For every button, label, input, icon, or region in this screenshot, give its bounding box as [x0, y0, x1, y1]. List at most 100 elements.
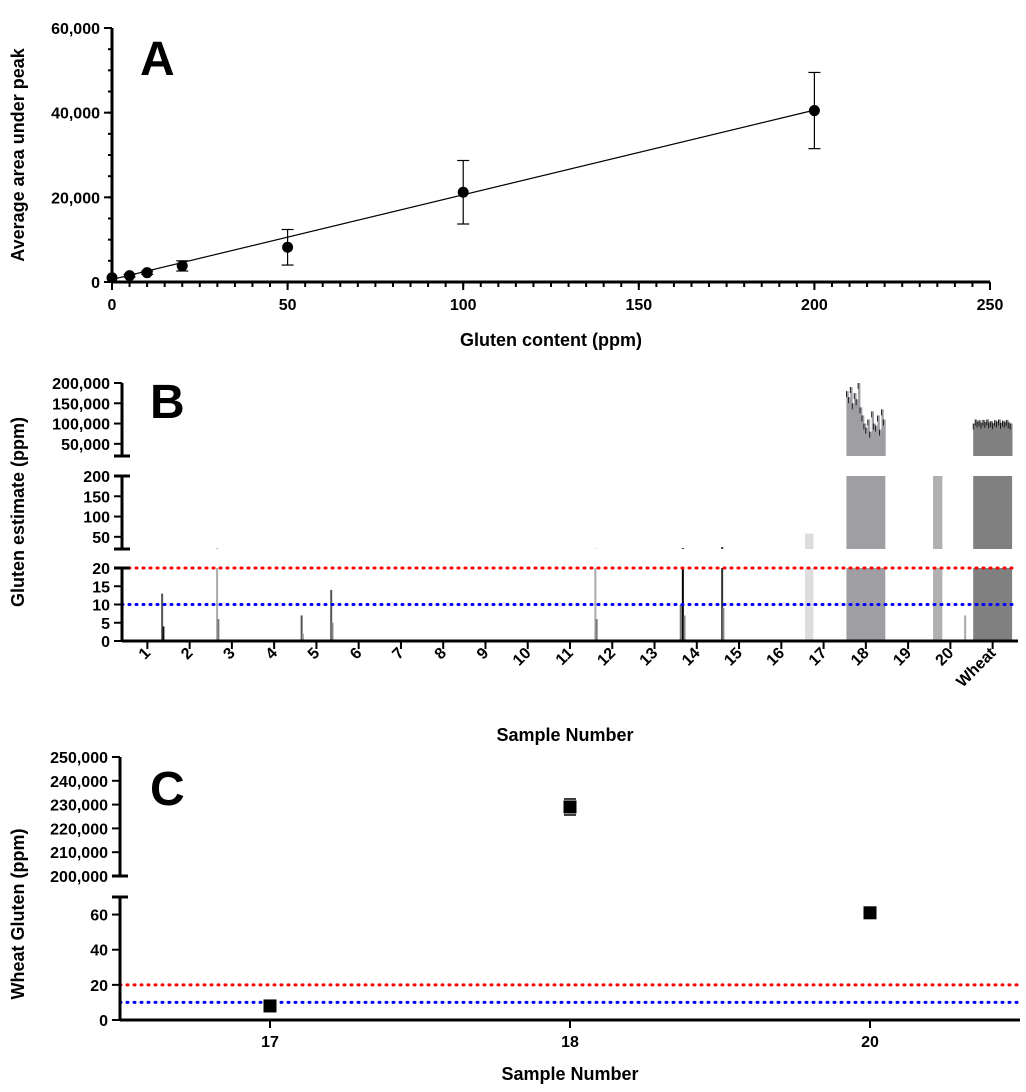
panel-b-bar-segment: [162, 626, 165, 641]
panel-c-point: [863, 906, 877, 920]
panel-b-bar-segment: [331, 622, 334, 641]
panel-b-x-tick-label: 8: [432, 645, 450, 663]
panel-b-x-tick-label: 16: [764, 645, 789, 670]
panel-b-bar-segment: [964, 615, 967, 641]
panel-c-y-tick-label: 200,000: [50, 869, 108, 886]
panel-c-y-tick-label: 220,000: [50, 821, 108, 838]
panel-b-reference-lines: [120, 566, 1020, 606]
panel-b-x-tick-label: 6: [347, 645, 365, 663]
panel-b-y-tick-label: 150: [83, 489, 110, 506]
panel-b-bar-segment: [865, 427, 869, 456]
panel-b-bar-segment: [877, 415, 880, 456]
panel-b-y-tick-label: 150,000: [52, 396, 110, 413]
panel-b-bar-segment: [161, 593, 164, 641]
panel-b-bar-segment: [848, 397, 851, 456]
panel-b-y-tick-label: 200,000: [52, 376, 110, 393]
panel-b-x-tick-label: 4: [263, 645, 281, 663]
panel-b-bar-segment: [721, 568, 724, 641]
panel-a-point: [457, 186, 469, 198]
panel-b-x-tick-label: 14: [679, 645, 704, 670]
panel-a-point: [282, 241, 294, 253]
panel-b-bar-segment: [871, 411, 875, 456]
panel-b-bar-segment: [933, 476, 943, 549]
panel-b-bar-segment: [973, 423, 976, 456]
panel-c-point: [563, 800, 577, 814]
panel-b-bar-segment: [1008, 422, 1011, 456]
panel-b-bar-segment: [933, 568, 943, 641]
panel-c-y-tick-label: 0: [99, 1013, 108, 1030]
panel-a-point: [808, 105, 820, 117]
panel-b-bar-segment: [216, 568, 219, 641]
panel-b-x-tick-label: 2: [178, 645, 196, 663]
panel-b-y-tick-label: 0: [101, 634, 110, 651]
panel-c-axes: [112, 757, 1020, 1022]
panel-b-bar-segment: [975, 419, 978, 456]
panel-b-bar-segment: [850, 387, 853, 456]
panel-b-bar-segment: [846, 476, 886, 549]
panel-b-bar-segment: [875, 425, 878, 456]
panel-b-bar-segment: [990, 421, 994, 456]
panel-b-y-tick-label: 100: [83, 510, 110, 527]
panel-c-xlabel: Sample Number: [501, 1064, 638, 1084]
panel-c-y-tick-label: 60: [90, 908, 108, 925]
panel-b-bar-segment: [721, 546, 724, 549]
panel-b-bar-segment: [594, 568, 597, 641]
panel-b-bar-segment: [858, 383, 861, 456]
panel-a-ylabel: Average area under peak: [8, 47, 28, 261]
panel-b-bar-segment: [992, 423, 995, 456]
panel-a-axes: [110, 28, 990, 284]
panel-b-x-tick-label: 1: [136, 645, 154, 663]
panel-b-bar-segment: [998, 419, 1001, 456]
panel-b-bar-segment: [986, 419, 990, 456]
panel-a-y-tick-label: 20,000: [51, 190, 100, 207]
panel-b-bar-segment: [301, 633, 304, 641]
panel-b-bar-segment: [1002, 420, 1005, 456]
panel-b-x-tick-label: 11: [553, 645, 577, 669]
panel-b-bar-segment: [881, 409, 884, 456]
panel-b-x-tick-label: 17: [806, 645, 831, 670]
panel-b-bar-segment: [996, 421, 999, 456]
panel-b-y-tick-label: 15: [92, 579, 110, 596]
panel-c-y-tick-label: 40: [90, 943, 108, 960]
panel-c-y-tick-label: 20: [90, 978, 108, 995]
panel-b-xlabel: Sample Number: [496, 725, 633, 745]
panel-b-bar-segment: [681, 548, 684, 549]
panel-c-point: [263, 999, 277, 1013]
panel-b-x-tick-label: 19: [890, 645, 915, 670]
panel-a-x-tick-label: 0: [108, 297, 117, 314]
panel-c-x-tick-label: 20: [861, 1034, 879, 1051]
panel-c-ylabel: Wheat Gluten (ppm): [8, 829, 28, 1000]
panel-b-y-tick-label: 5: [101, 616, 110, 633]
panel-b-bar-segment: [1006, 419, 1009, 456]
panel-b-bar-segment: [984, 421, 988, 456]
panel-c-ticks: 0 20 40 60 200,000 210,000 220,000 230,000 240,0…: [50, 750, 879, 1051]
panel-a: A Average area under peak Gluten content…: [8, 21, 1003, 350]
panel-b-bar-segment: [683, 615, 686, 641]
panel-b-bar-segment: [852, 403, 855, 456]
panel-b-x-tick-label: 10: [510, 645, 535, 670]
panel-b-x-tick-label: 12: [594, 645, 619, 670]
panel-a-x-tick-label: 150: [625, 297, 652, 314]
panel-b-bar-segment: [883, 419, 886, 456]
panel-b-x-tick-label: 5: [305, 645, 323, 663]
panel-b-y-tick-label: 100,000: [52, 417, 110, 434]
panel-b-y-tick-label: 200: [83, 469, 110, 486]
panel-b-bar-segment: [722, 608, 725, 641]
panel-b-bar-segment: [982, 419, 986, 456]
panel-b-bar-segment: [861, 415, 865, 456]
panel-b-bar-segment: [860, 407, 863, 456]
panel-b-bar-segment: [980, 422, 984, 456]
panel-a-y-tick-label: 60,000: [51, 21, 100, 38]
panel-a-point: [141, 267, 153, 279]
panel-b-x-tick-label: 7: [389, 645, 407, 663]
panel-b-bar-segment: [863, 423, 867, 456]
panel-b-x-tick-label: 9: [474, 645, 492, 663]
panel-a-ticks: 0 20,000 40,000 60,000 0 50 100 150 200 250: [51, 21, 1003, 314]
panel-b-x-tick-label: 18: [848, 645, 873, 670]
panel-a-letter: A: [140, 33, 175, 86]
panel-c-letter: C: [150, 763, 185, 816]
panel-a-x-tick-label: 50: [279, 297, 297, 314]
panel-b-y-tick-label: 10: [92, 598, 110, 615]
panel-a-x-tick-label: 250: [977, 297, 1004, 314]
